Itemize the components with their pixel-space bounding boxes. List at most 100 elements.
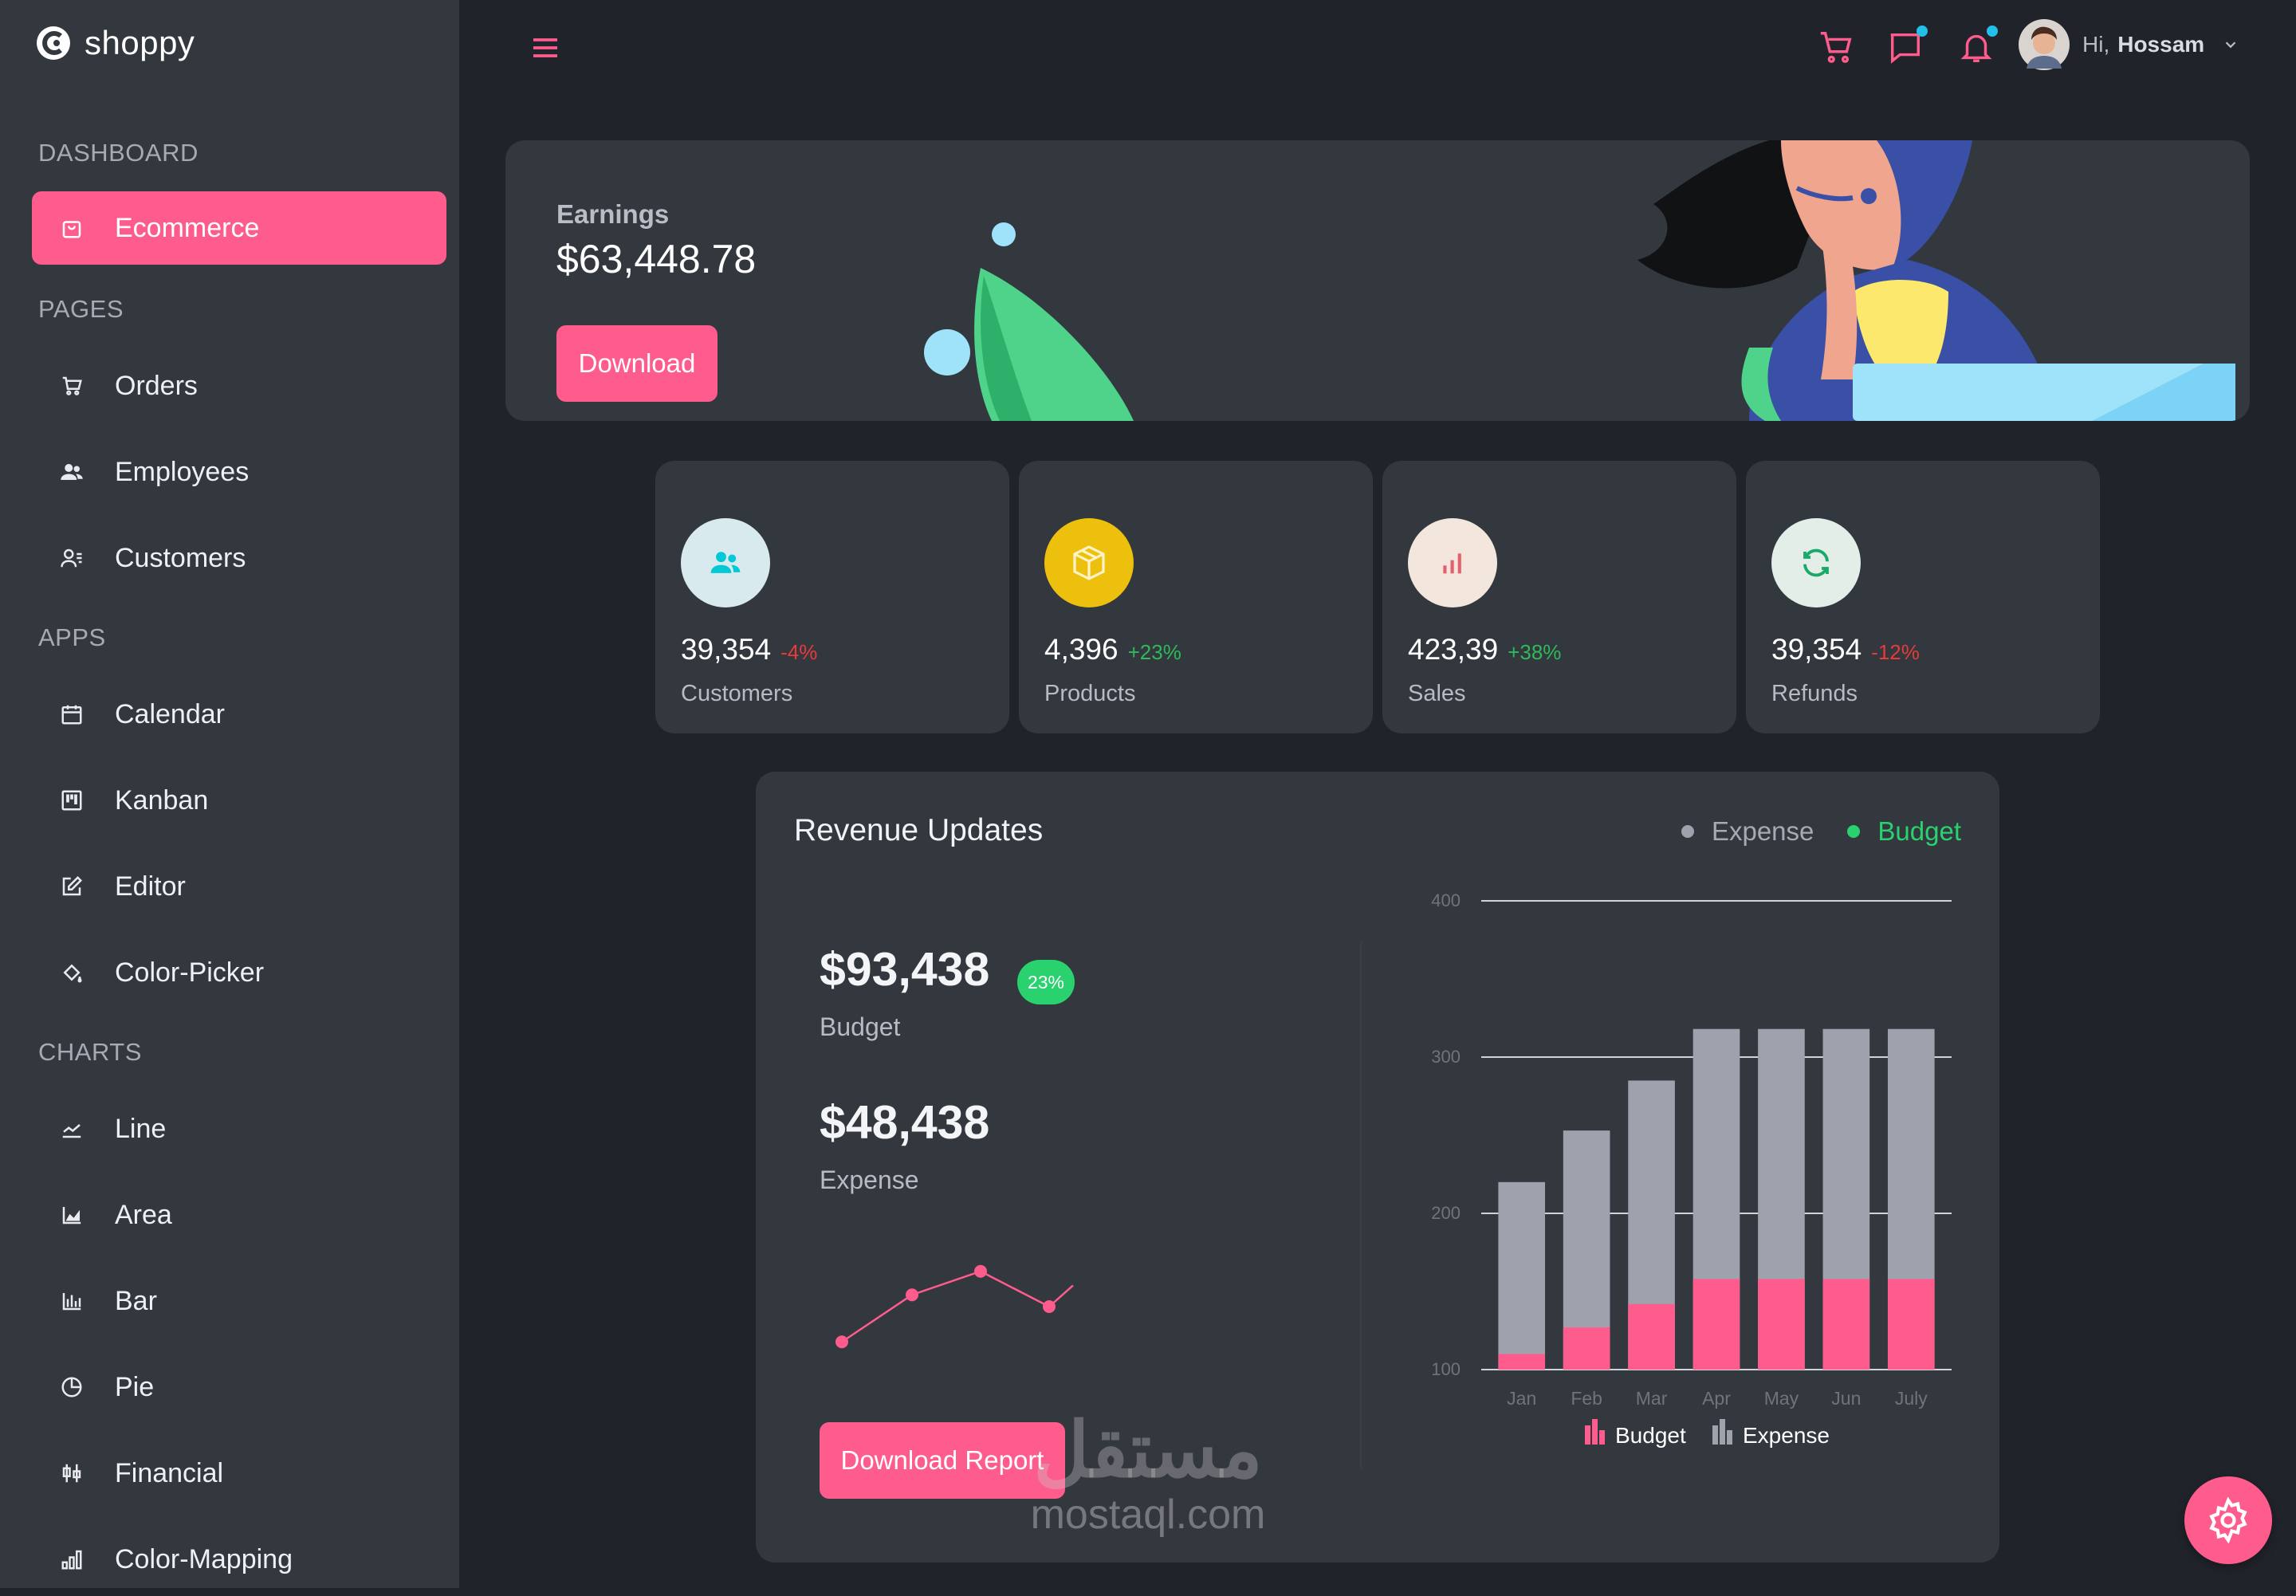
calendar-icon [56,698,88,730]
download-button[interactable]: Download [556,325,718,402]
earnings-label: Earnings [556,199,670,229]
legend-icon [1585,1425,1590,1445]
sidebar-item-label: Ecommerce [115,212,260,243]
sidebar-item-label: Pie [115,1371,155,1402]
stat-number: 39,354 [1771,633,1862,666]
section-pages: PAGES [38,295,124,323]
bar-budget [1628,1303,1675,1370]
sidebar-item-label: Orders [115,370,198,401]
revenue-legend: Expense Budget [1681,816,1961,847]
chat-button[interactable] [1886,26,1928,69]
sidebar-item-line[interactable]: Line [32,1092,446,1166]
section-charts: CHARTS [38,1038,142,1066]
stat-value: 4,396 +23% [1044,633,1181,666]
stat-label: Refunds [1771,681,1858,706]
stat-value: 423,39 +38% [1408,633,1561,666]
stat-change: +23% [1127,640,1181,664]
bar-budget [1498,1354,1546,1370]
download-report-button[interactable]: Download Report [820,1422,1065,1499]
menu-toggle-button[interactable] [529,32,561,68]
revenue-card: Revenue Updates Expense Budget $93,438 2… [756,772,1999,1563]
sidebar-item-orders[interactable]: Orders [32,349,446,423]
sidebar-item-label: Color-Picker [115,957,265,988]
legend-budget: Budget [1585,1419,1686,1448]
stat-card-products: 4,396 +23% Products [1019,461,1373,733]
stat-change: -4% [780,640,818,664]
user-profile-button[interactable]: Hi, Hossam [2019,19,2239,70]
avatar [2019,19,2070,70]
box-icon [1073,545,1105,580]
budget-label: Budget [820,1012,901,1041]
stat-change: +38% [1508,640,1562,664]
legend-expense: Expense [1712,1419,1830,1448]
legend-icon [1727,1430,1732,1445]
stat-icon-circle[interactable] [1044,518,1134,607]
sparkline-point [835,1335,848,1349]
kanban-icon [56,784,88,816]
section-apps: APPS [38,623,106,651]
stat-icon-circle[interactable] [1408,518,1497,607]
legend-label: Budget [1615,1423,1686,1448]
sidebar-item-label: Customers [115,542,246,573]
stat-icon-circle[interactable] [681,518,770,607]
sidebar-item-color-mapping[interactable]: Color-Mapping [32,1523,446,1596]
bar-budget [1758,1279,1805,1370]
stat-label: Sales [1408,681,1466,706]
x-tick-label: Jan [1507,1388,1536,1409]
people-icon [56,456,88,488]
notification-button[interactable] [1958,26,1998,69]
sidebar-item-pie[interactable]: Pie [32,1350,446,1424]
y-tick-label: 300 [1431,1047,1461,1067]
settings-button[interactable] [2184,1476,2272,1564]
x-tick-label: Jun [1831,1388,1861,1409]
legend-icon [1592,1419,1598,1445]
sparkline-chart [835,1264,1074,1349]
bar-expense [1498,1181,1546,1370]
sidebar-item-area[interactable]: Area [32,1178,446,1252]
x-tick-label: July [1895,1388,1928,1409]
sidebar-item-label: Editor [115,871,186,902]
financial-icon [56,1457,88,1489]
sidebar-item-editor[interactable]: Editor [32,850,446,923]
bar-budget [1822,1279,1870,1370]
bar-budget [1563,1327,1610,1370]
budget-legend-dot [1847,825,1861,838]
gear-icon [2209,1496,2247,1544]
sidebar-item-employees[interactable]: Employees [32,435,446,509]
sidebar-item-color-picker[interactable]: Color-Picker [32,936,446,1009]
stat-card-refunds: 39,354 -12% Refunds [1746,461,2100,733]
sidebar-item-ecommerce[interactable]: Ecommerce [32,191,446,265]
stat-number: 39,354 [681,633,772,666]
stat-icon-circle[interactable] [1771,518,1861,607]
bar-budget [1887,1279,1935,1370]
cart-button[interactable] [1818,29,1854,69]
sidebar-item-customers[interactable]: Customers [32,521,446,595]
chat-notification-dot [1917,26,1928,37]
pie-chart-icon [56,1371,88,1403]
x-tick-label: May [1764,1388,1799,1409]
sidebar-item-label: Financial [115,1457,224,1488]
cart-icon [1820,32,1852,63]
budget-badge: 23% [1017,960,1075,1004]
divider [1360,942,1362,1468]
legend-icon [1720,1419,1725,1445]
sidebar-item-kanban[interactable]: Kanban [32,764,446,837]
bar-chart-icon [56,1285,88,1317]
user-name: Hossam [2117,32,2205,57]
bar-chart-icon [1443,553,1461,574]
chevron-down-icon [2225,41,2236,49]
sidebar-item-financial[interactable]: Financial [32,1437,446,1510]
sidebar-item-calendar[interactable]: Calendar [32,678,446,751]
brand-logo[interactable]: shoppy [35,24,195,62]
revenue-title: Revenue Updates [794,813,1044,847]
expense-label: Expense [820,1166,919,1194]
sidebar-item-label: Bar [115,1285,157,1316]
paint-bucket-icon [56,957,88,989]
color-mapping-icon [56,1543,88,1575]
earnings-card: Earnings $63,448.78 Download [505,140,2250,421]
customers-icon [56,542,88,574]
sidebar-item-bar[interactable]: Bar [32,1264,446,1338]
cart-icon [56,370,88,402]
legend-icon [1712,1425,1718,1445]
bell-notification-dot [1987,26,1998,37]
